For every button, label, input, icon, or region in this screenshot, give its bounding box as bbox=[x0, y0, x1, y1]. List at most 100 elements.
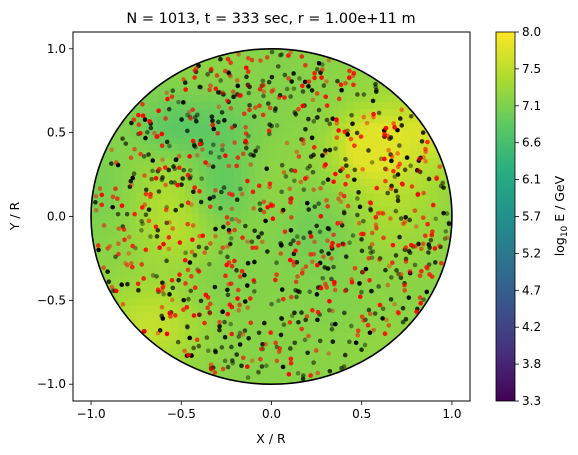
field-cell bbox=[122, 137, 130, 145]
field-cell bbox=[185, 144, 193, 152]
field-cell bbox=[430, 263, 438, 271]
particle-black bbox=[275, 64, 281, 69]
field-cell bbox=[171, 123, 179, 131]
field-cell bbox=[269, 228, 277, 236]
particle-red bbox=[236, 308, 241, 313]
particle-black bbox=[258, 207, 263, 213]
field-cell bbox=[234, 200, 242, 208]
particle-red bbox=[288, 356, 294, 362]
field-cell bbox=[199, 305, 207, 313]
particle-red bbox=[318, 285, 324, 291]
field-cell bbox=[248, 263, 256, 271]
particle-red bbox=[153, 175, 159, 181]
field-cell bbox=[430, 221, 438, 229]
field-cell bbox=[325, 179, 333, 187]
field-cell bbox=[220, 130, 228, 138]
particle-red bbox=[269, 89, 275, 94]
field-cell bbox=[199, 270, 207, 278]
particle-red bbox=[192, 75, 197, 80]
field-cell bbox=[276, 298, 284, 306]
field-cell bbox=[234, 60, 242, 68]
particle-black bbox=[393, 253, 399, 258]
particle-black bbox=[176, 277, 181, 283]
x-tick-label: 0.0 bbox=[262, 407, 281, 421]
particle-red bbox=[414, 309, 419, 315]
field-cell bbox=[402, 116, 410, 124]
particle-red bbox=[223, 273, 228, 279]
field-cell bbox=[220, 48, 228, 54]
field-cell bbox=[192, 221, 200, 229]
particle-red bbox=[386, 147, 391, 153]
particle-black bbox=[367, 330, 373, 335]
field-cell bbox=[374, 312, 382, 320]
field-cell bbox=[136, 270, 144, 278]
particle-black bbox=[349, 323, 354, 329]
particle-black bbox=[213, 349, 218, 355]
particle-black bbox=[388, 275, 394, 280]
field-cell bbox=[220, 270, 228, 278]
particle-red bbox=[323, 150, 328, 156]
particle-red bbox=[261, 209, 267, 215]
field-cell bbox=[129, 277, 137, 285]
colorbar-ticks: 8.07.57.16.66.15.75.24.74.23.83.3 bbox=[515, 25, 541, 408]
particle-red bbox=[223, 153, 228, 158]
field-cell bbox=[269, 277, 277, 285]
particle-red bbox=[423, 159, 428, 164]
particle-black bbox=[273, 106, 278, 111]
particle-black bbox=[281, 322, 287, 327]
field-cell bbox=[101, 214, 109, 222]
field-cell bbox=[402, 172, 410, 180]
field-cell bbox=[395, 214, 403, 222]
particle-red bbox=[241, 355, 246, 361]
field-cell bbox=[346, 256, 354, 264]
field-cell bbox=[332, 361, 340, 369]
particle-red bbox=[163, 207, 169, 213]
particle-red bbox=[258, 356, 263, 362]
particle-red bbox=[243, 131, 249, 136]
field-cell bbox=[276, 74, 284, 82]
field-cell bbox=[213, 200, 221, 208]
field-cell bbox=[269, 347, 277, 355]
field-cell bbox=[108, 270, 116, 278]
field-cell bbox=[248, 137, 256, 145]
field-cell bbox=[269, 151, 277, 159]
field-cell bbox=[94, 235, 102, 243]
field-cell bbox=[262, 200, 270, 208]
field-cell bbox=[157, 116, 165, 124]
field-cell bbox=[325, 256, 333, 264]
field-cell bbox=[276, 284, 284, 292]
particle-red bbox=[202, 250, 207, 255]
field-cell bbox=[311, 340, 319, 348]
field-cell bbox=[283, 368, 291, 376]
particle-black bbox=[305, 350, 310, 356]
field-cell bbox=[241, 284, 249, 292]
field-cell bbox=[171, 221, 179, 229]
field-cell bbox=[94, 207, 102, 215]
boundary-circle bbox=[90, 47, 453, 386]
particle-red bbox=[315, 309, 321, 315]
field-cell bbox=[402, 291, 410, 299]
particle-red bbox=[159, 131, 165, 137]
field-cell bbox=[234, 179, 242, 187]
field-cell bbox=[227, 291, 235, 299]
field-cell bbox=[297, 249, 305, 257]
field-cell bbox=[227, 200, 235, 208]
field-cell bbox=[220, 284, 228, 292]
field-cell bbox=[171, 277, 179, 285]
field-cell bbox=[227, 256, 235, 264]
particle-red bbox=[381, 235, 386, 241]
field-cell bbox=[213, 228, 221, 236]
particle-red bbox=[296, 240, 301, 246]
field-cell bbox=[213, 263, 221, 271]
field-cell bbox=[150, 221, 158, 229]
particle-black bbox=[160, 280, 165, 286]
field-cell bbox=[367, 144, 375, 152]
field-cell bbox=[395, 186, 403, 194]
particle-red bbox=[232, 258, 237, 264]
field-cell bbox=[276, 165, 284, 173]
particle-red bbox=[347, 68, 352, 74]
field-cell bbox=[332, 235, 340, 243]
particle-red bbox=[413, 224, 419, 229]
field-cell bbox=[346, 200, 354, 208]
particle-red bbox=[359, 314, 365, 320]
